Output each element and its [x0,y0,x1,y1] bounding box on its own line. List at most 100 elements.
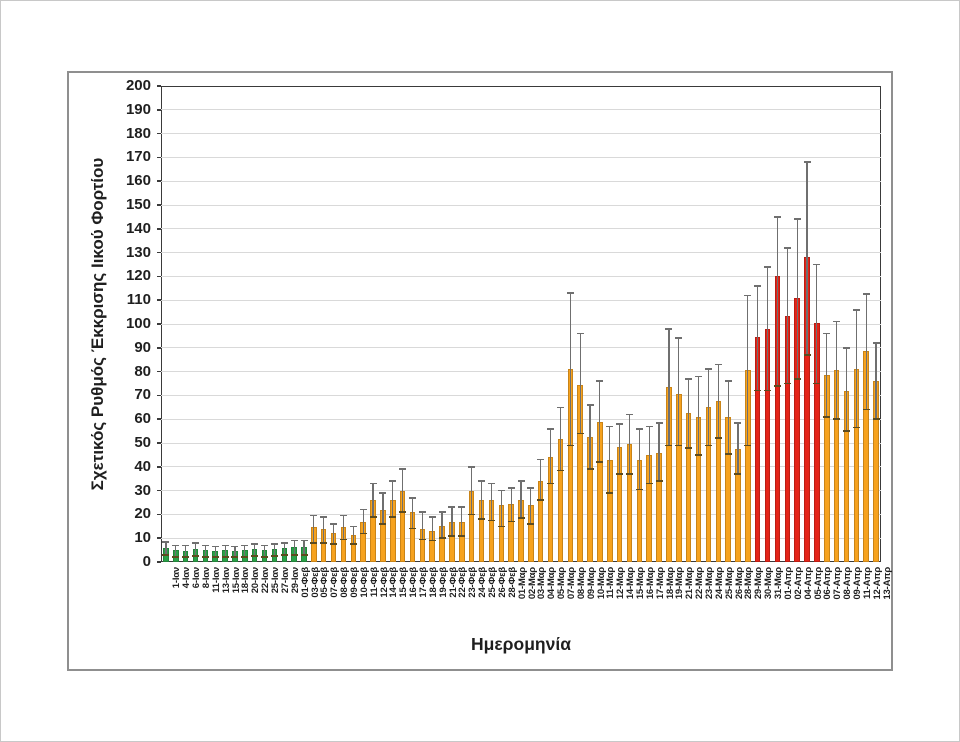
error-bar-cap-bottom [241,556,249,559]
y-gridline [161,418,881,420]
error-bar-cap-bottom [280,554,288,556]
y-gridline [161,204,881,206]
error-bar-cap-top [695,375,703,378]
y-gridline [161,228,881,230]
error-bar-cap-top [172,544,180,547]
y-gridline [161,275,881,277]
error-bar [185,545,187,558]
y-axis-tick-label: 170 [125,148,151,166]
error-bar-cap-top [566,292,574,294]
error-bar-cap-bottom [428,539,436,542]
error-bar-cap-bottom [823,416,831,418]
error-bar [826,333,828,417]
error-bar-cap-bottom [773,385,781,387]
y-axis-tick [157,418,161,420]
error-bar-cap-bottom [162,554,170,556]
error-bar-cap-top [448,506,456,509]
error-bar [175,545,177,558]
y-axis-tick-label: 110 [126,291,151,309]
error-bar [490,483,492,521]
error-bar [747,295,749,446]
y-axis-tick [157,489,161,492]
error-bar-cap-bottom [655,480,663,482]
error-bar [816,264,818,384]
error-bar-cap-bottom [369,515,377,518]
error-bar-cap-bottom [803,354,811,356]
y-gridline [161,299,881,301]
error-bar [352,526,354,545]
y-gridline [161,323,881,325]
error-bar [619,423,621,474]
error-bar-cap-top [339,514,347,517]
error-bar [254,544,256,557]
error-bar-cap-top [507,487,515,489]
error-bar [766,266,769,391]
error-bar [845,347,848,432]
error-bar-cap-top [704,368,712,370]
y-axis-tick [157,132,161,135]
error-bar [559,407,562,471]
y-axis-tick-label: 60 [134,410,151,428]
y-axis-tick-label: 150 [125,196,151,213]
error-bar-cap-top [773,216,781,218]
y-gridline [161,133,881,135]
error-bar [836,321,838,420]
error-bar-cap-top [409,496,416,499]
error-bar-cap-bottom [714,437,722,440]
error-bar [520,481,522,518]
error-bar-cap-top [833,320,841,323]
error-bar-cap-bottom [339,538,347,541]
error-bar-cap-bottom [566,444,574,447]
error-bar-cap-top [744,294,752,297]
error-bar [382,492,384,524]
error-bar-cap-bottom [833,418,841,420]
error-bar-cap-top [616,423,624,425]
error-bar-cap-bottom [290,554,298,556]
error-bar [875,343,877,420]
error-bar-cap-bottom [852,426,860,429]
error-bar-cap-top [724,380,732,382]
y-axis-tick [157,347,161,349]
y-gridline [161,466,881,468]
error-bar [194,542,197,557]
y-axis-tick [157,513,161,516]
error-bar-cap-top [714,363,722,366]
error-bar [510,488,512,522]
error-bar-cap-bottom [527,523,535,525]
error-bar-cap-bottom [744,444,752,447]
error-bar [530,488,532,524]
x-axis-tick-label: 01-Μαρ [516,567,528,600]
error-bar-cap-bottom [517,517,525,519]
y-axis-tick-label: 130 [125,243,151,261]
error-bar-cap-top [182,544,190,547]
error-bar [362,509,364,534]
error-bar-cap-bottom [487,519,495,522]
error-bar-cap-top [359,508,367,511]
error-bar [579,333,581,434]
error-bar-cap-bottom [438,537,446,539]
error-bar [273,544,275,557]
error-bar-cap-bottom [625,473,633,475]
error-bar [263,545,266,558]
error-bar-cap-top [586,404,594,406]
y-axis-tick [157,299,161,301]
error-bar-cap-top [251,543,259,545]
error-bar-cap-bottom [547,482,555,485]
y-axis-tick-label: 160 [125,172,151,190]
y-axis-tick-label: 140 [125,219,151,237]
error-bar-cap-top [576,332,584,335]
error-bar-cap-top [813,263,821,266]
y-axis-tick [157,251,161,254]
y-axis-tick [157,109,161,111]
error-bar-cap-top [754,285,762,287]
error-bar-cap-top [270,543,278,545]
error-bar-cap-bottom [359,532,367,535]
y-axis-tick-label: 70 [134,386,151,404]
error-bar-cap-bottom [468,513,476,516]
error-bar-cap-top [547,427,555,430]
error-bar-cap-bottom [635,488,643,491]
error-bar-cap-top [241,544,249,547]
y-axis-tick-label: 200 [125,77,151,94]
error-bar-cap-top [793,218,801,221]
error-bar-cap-top [655,421,663,424]
